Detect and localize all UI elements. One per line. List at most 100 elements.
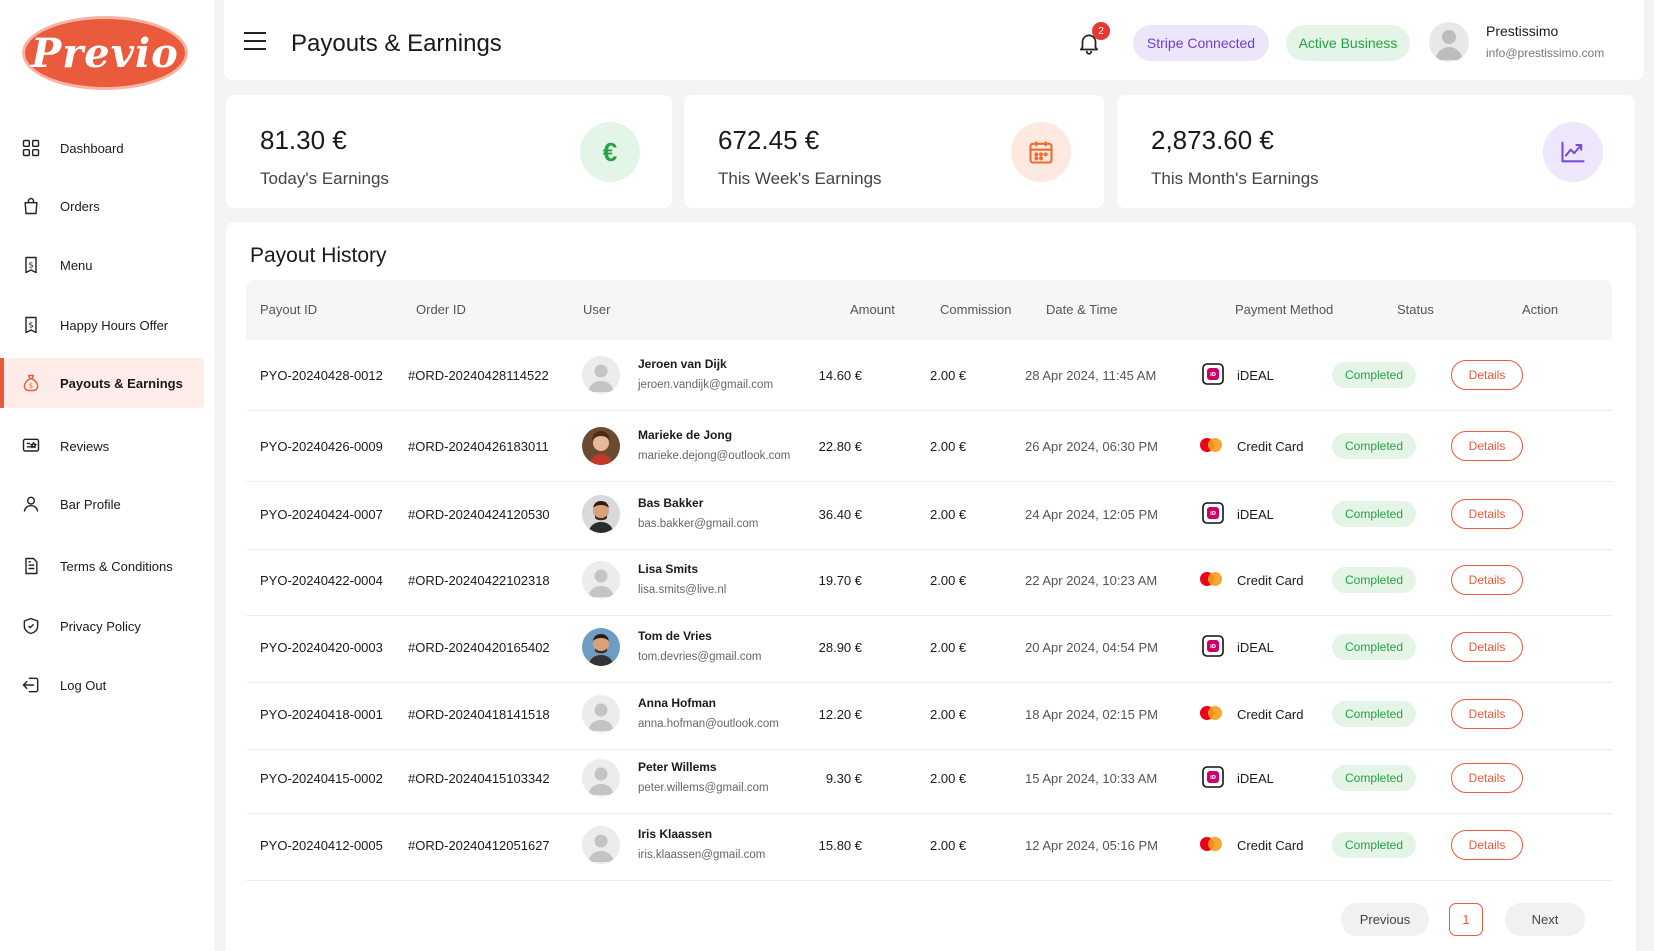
- sidebar-item-label: Happy Hours Offer: [60, 317, 169, 333]
- payout-id: PYO-20240426-0009: [260, 439, 383, 454]
- current-page-button[interactable]: 1: [1449, 903, 1483, 936]
- credit-card-icon: [1198, 701, 1222, 725]
- payout-id: PYO-20240422-0004: [260, 573, 383, 588]
- date-time: 12 Apr 2024, 05:16 PM: [1025, 838, 1158, 853]
- status-badge: Completed: [1332, 362, 1416, 388]
- sidebar-item-terms-conditions[interactable]: Terms & Conditions: [4, 541, 204, 591]
- stat-value: 2,873.60 €: [1151, 125, 1274, 155]
- date-time: 15 Apr 2024, 10:33 AM: [1025, 771, 1158, 786]
- sidebar-item-dashboard[interactable]: Dashboard: [4, 123, 204, 173]
- stat-card-month: 2,873.60 € This Month's Earnings: [1117, 95, 1635, 208]
- ideal-icon: iD: [1201, 501, 1225, 525]
- sidebar-item-log-out[interactable]: Log Out: [4, 660, 204, 710]
- user-email: info@prestissimo.com: [1486, 46, 1605, 60]
- previous-page-button[interactable]: Previous: [1341, 903, 1429, 936]
- details-button[interactable]: Details: [1451, 763, 1523, 793]
- next-page-button[interactable]: Next: [1505, 903, 1585, 936]
- status-badge: Completed: [1332, 832, 1416, 858]
- order-id: #ORD-20240412051627: [408, 838, 550, 853]
- date-time: 24 Apr 2024, 12:05 PM: [1025, 507, 1158, 522]
- sidebar-item-label: Privacy Policy: [60, 618, 141, 634]
- details-button[interactable]: Details: [1451, 565, 1523, 595]
- details-button[interactable]: Details: [1451, 830, 1523, 860]
- sidebar-item-label: Orders: [60, 198, 100, 214]
- status-badge: Completed: [1332, 634, 1416, 660]
- euro-icon: €: [580, 122, 640, 182]
- amount: 12.20 €: [818, 707, 862, 722]
- sidebar-item-payouts-earnings[interactable]: $ Payouts & Earnings: [0, 358, 204, 408]
- svg-text:$: $: [29, 382, 33, 390]
- amount: 22.80 €: [818, 439, 862, 454]
- column-header: Status: [1397, 302, 1434, 317]
- table-row: PYO-20240426-0009 #ORD-20240426183011 Mari…: [246, 411, 1612, 482]
- payout-id: PYO-20240428-0012: [260, 368, 383, 383]
- table-row: PYO-20240420-0003 #ORD-20240420165402 Tom …: [246, 612, 1612, 683]
- sidebar-item-menu[interactable]: $ Menu: [4, 240, 204, 290]
- user-name: Marieke de Jong: [638, 428, 733, 442]
- trend-chart-icon: [1543, 122, 1603, 182]
- credit-card-icon: [1198, 832, 1222, 856]
- calendar-icon: [1011, 122, 1071, 182]
- payment-method: iDEAL: [1237, 368, 1274, 383]
- stat-caption: This Week's Earnings: [718, 169, 882, 188]
- payout-id: PYO-20240415-0002: [260, 771, 383, 786]
- stat-value: 81.30 €: [260, 125, 347, 155]
- shopping-bag-icon: [20, 195, 42, 217]
- commission: 2.00 €: [930, 838, 967, 853]
- user-avatar[interactable]: [1429, 22, 1469, 62]
- commission: 2.00 €: [930, 707, 967, 722]
- notification-bell-icon[interactable]: [1076, 30, 1102, 56]
- details-button[interactable]: Details: [1451, 699, 1523, 729]
- stat-card-week: 672.45 € This Week's Earnings: [684, 95, 1104, 208]
- details-button[interactable]: Details: [1451, 632, 1523, 662]
- commission: 2.00 €: [930, 640, 967, 655]
- user-email: jeroen.vandijk@gmail.com: [638, 379, 774, 391]
- date-time: 22 Apr 2024, 10:23 AM: [1025, 573, 1158, 588]
- details-button[interactable]: Details: [1451, 499, 1523, 529]
- avatar: [582, 356, 620, 394]
- payment-method: iDEAL: [1237, 771, 1274, 786]
- sidebar-item-orders[interactable]: Orders: [4, 181, 204, 231]
- svg-text:iD: iD: [1210, 372, 1216, 378]
- user-email: peter.willems@gmail.com: [638, 782, 769, 794]
- user-name: Bas Bakker: [638, 496, 704, 510]
- commission: 2.00 €: [930, 439, 967, 454]
- section-title: Payout History: [250, 244, 387, 267]
- date-time: 18 Apr 2024, 02:15 PM: [1025, 707, 1158, 722]
- payout-id: PYO-20240424-0007: [260, 507, 383, 522]
- sidebar-item-happy-hours-offer[interactable]: $ Happy Hours Offer: [4, 300, 204, 350]
- user-name: Peter Willems: [638, 760, 717, 774]
- column-header: Date & Time: [1046, 302, 1118, 317]
- commission: 2.00 €: [930, 573, 967, 588]
- status-badge: Completed: [1332, 701, 1416, 727]
- details-button[interactable]: Details: [1451, 431, 1523, 461]
- status-badge: Completed: [1332, 765, 1416, 791]
- amount: 15.80 €: [818, 838, 862, 853]
- credit-card-icon: [1198, 567, 1222, 591]
- brand-logo[interactable]: Previo: [22, 16, 188, 90]
- sidebar-item-label: Terms & Conditions: [60, 558, 173, 574]
- payment-method: Credit Card: [1237, 707, 1304, 722]
- sidebar-item-reviews[interactable]: Reviews: [4, 421, 204, 471]
- user-name: Lisa Smits: [638, 562, 699, 576]
- commission: 2.00 €: [930, 771, 967, 786]
- details-button[interactable]: Details: [1451, 360, 1523, 390]
- grid-icon: [20, 137, 42, 159]
- sidebar-item-label: Dashboard: [60, 140, 124, 156]
- svg-text:iD: iD: [1210, 644, 1216, 650]
- order-id: #ORD-20240428114522: [408, 368, 549, 383]
- avatar: [582, 427, 620, 465]
- payout-history-panel: Payout History Payout ID Order ID User A…: [226, 222, 1636, 951]
- status-badge: Completed: [1332, 433, 1416, 459]
- sidebar-item-bar-profile[interactable]: Bar Profile: [4, 479, 204, 529]
- amount: 28.90 €: [818, 640, 862, 655]
- payment-method: Credit Card: [1237, 439, 1304, 454]
- sidebar-item-privacy-policy[interactable]: Privacy Policy: [4, 601, 204, 651]
- hamburger-menu-icon[interactable]: [244, 32, 266, 50]
- column-header: Order ID: [416, 302, 466, 317]
- column-header: Payout ID: [260, 302, 318, 317]
- order-id: #ORD-20240424120530: [408, 507, 550, 522]
- table-row: PYO-20240422-0004 #ORD-20240422102318 Lisa…: [246, 545, 1612, 616]
- date-time: 26 Apr 2024, 06:30 PM: [1025, 439, 1158, 454]
- money-bag-icon: $: [20, 372, 42, 394]
